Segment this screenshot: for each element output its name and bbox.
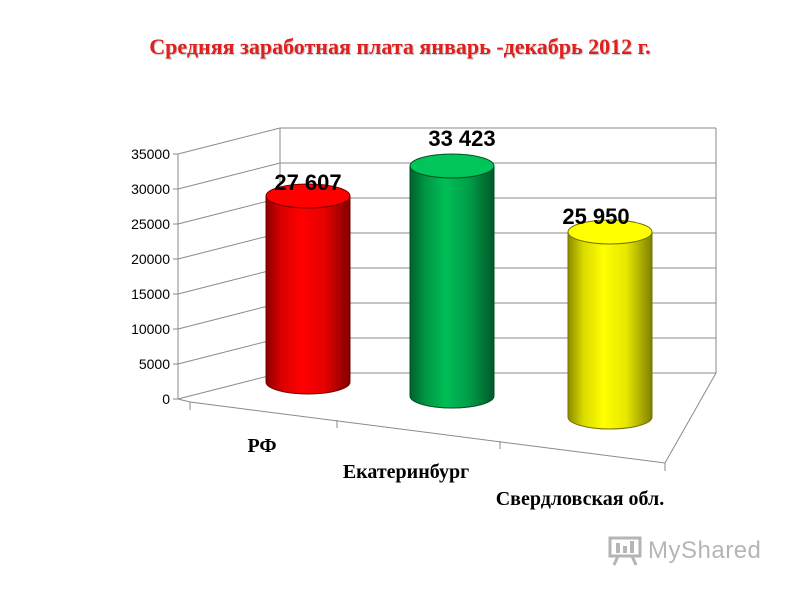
- bar-body: [265, 195, 351, 395]
- y-axis-ticks: 0 5000 10000 15000 20000 25000 30000 35000: [131, 146, 170, 407]
- watermark-text: MyShared: [648, 537, 762, 564]
- floor-edge: [177, 372, 717, 464]
- data-label: 33 423: [428, 126, 495, 151]
- category-label: РФ: [247, 435, 276, 457]
- presentation-board-icon: [608, 536, 642, 566]
- data-labels: 27 607 33 423 25 950: [274, 126, 629, 229]
- y-tick-label: 25000: [131, 216, 170, 232]
- y-tick-label: 20000: [131, 251, 170, 267]
- bar-top: [265, 183, 351, 209]
- y-tick-label: 35000: [131, 146, 170, 162]
- data-label: 25 950: [562, 204, 629, 229]
- watermark: MyShared: [608, 536, 761, 566]
- y-tick-label: 30000: [131, 181, 170, 197]
- data-label: 27 607: [274, 170, 341, 195]
- bar-body: [409, 165, 495, 409]
- bar-body: [567, 231, 653, 430]
- bar-3: [567, 219, 653, 430]
- category-label: Екатеринбург: [343, 461, 469, 483]
- chart-title: Средняя заработная плата январь -декабрь…: [149, 34, 651, 59]
- bars: [265, 153, 653, 430]
- category-label: Свердловская обл.: [496, 488, 665, 510]
- category-labels: РФ Екатеринбург Свердловская обл.: [247, 435, 664, 510]
- bar-top: [567, 219, 653, 245]
- y-tick-label: 15000: [131, 286, 170, 302]
- bar-2: [409, 153, 495, 409]
- bar-top: [409, 153, 495, 179]
- y-tick-label: 0: [162, 391, 170, 407]
- y-tick-label: 10000: [131, 321, 170, 337]
- bar-1: [265, 183, 351, 395]
- y-tick-label: 5000: [139, 356, 170, 372]
